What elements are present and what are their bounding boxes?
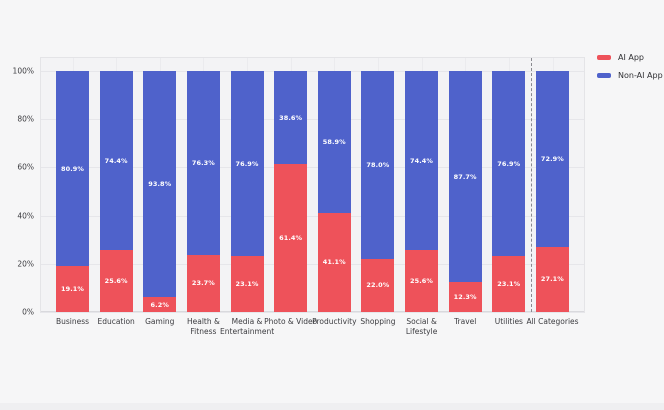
segment-ai-app: 61.4%: [274, 164, 308, 312]
segment-value-label: 87.7%: [453, 172, 477, 181]
bar-media-entertainment: 76.9% 23.1%: [230, 71, 264, 312]
bar-travel: 87.7% 12.3%: [448, 71, 482, 312]
segment-value-label: 78.0%: [366, 161, 390, 169]
y-axis: 0% 20% 40% 60% 80% 100%: [0, 57, 37, 317]
bar-education: 74.4% 25.6%: [99, 71, 133, 312]
segment-non-ai-app: 87.7%: [448, 71, 482, 283]
y-tick-label: 0%: [22, 307, 34, 317]
x-axis-line: [41, 311, 584, 312]
segment-ai-app: 25.6%: [405, 250, 438, 312]
legend-label: AI App: [618, 53, 645, 62]
x-tick-label: Gaming: [145, 317, 175, 326]
segment-non-ai-app: 93.8%: [143, 71, 177, 298]
plot-area: 80.9% 19.1% 74.4% 25.6% 93.8% 6.2% 76.3% 23.7% 7…: [40, 57, 585, 313]
y-tick-label: 100%: [12, 66, 34, 76]
segment-ai-app: 23.7%: [186, 254, 220, 312]
segment-ai-app: 6.2%: [143, 297, 177, 312]
segment-ai-app: 27.1%: [535, 246, 569, 312]
segment-value-label: 76.9%: [235, 159, 259, 168]
segment-value-label: 61.4%: [279, 234, 303, 243]
segment-value-label: 12.3%: [453, 293, 477, 302]
x-tick-label: Utilities: [494, 317, 523, 326]
gridline-80: [41, 119, 584, 121]
x-tick-label: Health & Fitness: [186, 317, 220, 336]
x-tick-label: Media & Entertainment: [220, 317, 275, 336]
y-tick-label: 20%: [17, 259, 34, 269]
gridline-0: [41, 312, 584, 313]
legend-item-ai-app: AI App: [597, 53, 663, 62]
segment-ai-app: 41.1%: [317, 212, 351, 312]
x-axis: Business Education Gaming Health & Fitness M…: [40, 317, 585, 347]
legend-label: Non-AI App: [618, 71, 663, 80]
segment-value-label: 27.1%: [540, 275, 564, 284]
x-tick-label: Photo & Video: [264, 317, 318, 326]
segment-value-label: 25.6%: [104, 277, 128, 286]
segment-non-ai-app: 38.6%: [274, 71, 308, 165]
segment-value-label: 74.4%: [409, 156, 434, 165]
segment-non-ai-app: 74.4%: [99, 71, 133, 251]
segment-ai-app: 23.1%: [230, 256, 264, 312]
bar-health-fitness: 76.3% 23.7%: [186, 71, 220, 312]
x-tick-label: All Categories: [526, 317, 579, 326]
segment-value-label: 25.6%: [409, 277, 434, 286]
segment-value-label: 19.1%: [60, 284, 85, 293]
segment-non-ai-app: 78.0%: [361, 71, 395, 259]
legend: AI App Non-AI App: [597, 53, 663, 80]
segment-non-ai-app: 80.9%: [56, 71, 89, 266]
segment-value-label: 22.0%: [366, 281, 390, 290]
segment-value-label: 80.9%: [60, 164, 85, 173]
segment-value-label: 23.1%: [497, 280, 521, 289]
bar-social-lifestyle: 74.4% 25.6%: [405, 71, 438, 312]
segment-ai-app: 12.3%: [448, 282, 482, 312]
segment-value-label: 93.8%: [148, 180, 172, 189]
gridline-40: [41, 215, 584, 217]
bar-business: 80.9% 19.1%: [56, 71, 89, 312]
segment-non-ai-app: 58.9%: [317, 71, 351, 213]
segment-ai-app: 22.0%: [361, 258, 395, 312]
segment-ai-app: 19.1%: [56, 265, 89, 312]
segment-value-label: 38.6%: [279, 113, 303, 122]
x-tick-label: Productivity: [312, 317, 357, 326]
bar-gaming: 93.8% 6.2%: [143, 71, 177, 312]
segment-non-ai-app: 74.4%: [405, 71, 438, 251]
segment-non-ai-app: 76.9%: [492, 71, 526, 257]
bar-photo-video: 38.6% 61.4%: [274, 71, 308, 312]
gridline-60: [41, 167, 584, 169]
segment-value-label: 74.4%: [104, 156, 128, 165]
bar-utilities: 76.9% 23.1%: [492, 71, 526, 312]
segment-value-label: 76.9%: [497, 159, 521, 168]
gridline-20: [41, 263, 584, 265]
y-tick-label: 60%: [17, 162, 34, 172]
legend-item-non-ai-app: Non-AI App: [597, 71, 663, 80]
x-tick-label: Shopping: [360, 317, 396, 326]
segment-value-label: 58.9%: [322, 137, 346, 146]
segment-value-label: 23.1%: [235, 280, 259, 289]
bar-productivity: 58.9% 41.1%: [317, 71, 351, 312]
segment-value-label: 76.3%: [191, 158, 215, 167]
x-tick-label: Social & Lifestyle: [405, 317, 438, 336]
x-tick-label: Business: [55, 317, 90, 326]
gridline-100: [41, 71, 584, 72]
legend-swatch: [597, 55, 611, 60]
segment-value-label: 72.9%: [540, 154, 564, 163]
footer-strip: [0, 403, 664, 410]
segment-ai-app: 23.1%: [492, 256, 526, 312]
segment-non-ai-app: 76.3%: [186, 71, 220, 255]
all-categories-separator-line: [530, 58, 532, 312]
segment-value-label: 41.1%: [322, 258, 346, 267]
segment-value-label: 6.2%: [150, 300, 169, 309]
x-tick-label: Travel: [454, 317, 477, 326]
x-tick-label: Education: [97, 317, 135, 326]
segment-non-ai-app: 76.9%: [230, 71, 264, 257]
bar-all-categories: 72.9% 27.1%: [535, 71, 569, 312]
segment-ai-app: 25.6%: [99, 250, 133, 312]
y-tick-label: 80%: [17, 114, 34, 124]
y-tick-label: 40%: [17, 211, 34, 221]
bars-container: 80.9% 19.1% 74.4% 25.6% 93.8% 6.2% 76.3% 23.7% 7…: [41, 58, 584, 312]
bar-shopping: 78.0% 22.0%: [361, 71, 395, 312]
legend-swatch: [597, 73, 611, 78]
segment-non-ai-app: 72.9%: [535, 71, 569, 247]
segment-value-label: 23.7%: [191, 279, 215, 288]
